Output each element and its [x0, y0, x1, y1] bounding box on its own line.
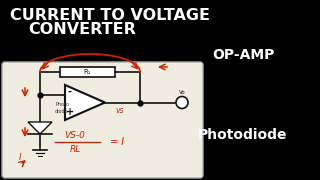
Text: vs: vs [115, 105, 124, 114]
Text: OP-AMP: OP-AMP [212, 48, 274, 62]
Text: RL: RL [69, 145, 81, 154]
Text: CONVERTER: CONVERTER [28, 22, 136, 37]
Text: -: - [68, 87, 72, 97]
Polygon shape [28, 122, 52, 134]
Text: Vo: Vo [179, 90, 186, 95]
Text: = I: = I [110, 137, 124, 147]
Text: Photo
diode: Photo diode [55, 102, 69, 114]
Text: +: + [66, 107, 74, 117]
FancyBboxPatch shape [2, 62, 203, 178]
Circle shape [176, 96, 188, 109]
Polygon shape [65, 85, 105, 120]
Text: I: I [19, 154, 21, 163]
Text: Photodiode: Photodiode [198, 128, 288, 142]
Text: CURRENT TO VOLTAGE: CURRENT TO VOLTAGE [10, 8, 210, 23]
Text: R₁: R₁ [84, 69, 91, 75]
Text: VS-0: VS-0 [65, 130, 85, 140]
FancyBboxPatch shape [60, 67, 115, 77]
